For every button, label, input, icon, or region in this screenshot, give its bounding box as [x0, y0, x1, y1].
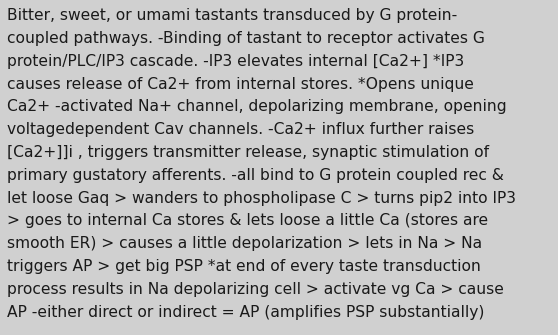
Text: protein/PLC/IP3 cascade. -IP3 elevates internal [Ca2+] *IP3: protein/PLC/IP3 cascade. -IP3 elevates i…	[7, 54, 464, 69]
Text: coupled pathways. -Binding of tastant to receptor activates G: coupled pathways. -Binding of tastant to…	[7, 31, 484, 46]
Text: Ca2+ -activated Na+ channel, depolarizing membrane, opening: Ca2+ -activated Na+ channel, depolarizin…	[7, 99, 506, 115]
Text: > goes to internal Ca stores & lets loose a little Ca (stores are: > goes to internal Ca stores & lets loos…	[7, 213, 488, 228]
Text: causes release of Ca2+ from internal stores. *Opens unique: causes release of Ca2+ from internal sto…	[7, 77, 474, 92]
Text: primary gustatory afferents. -all bind to G protein coupled rec &: primary gustatory afferents. -all bind t…	[7, 168, 503, 183]
Text: Bitter, sweet, or umami tastants transduced by G protein-: Bitter, sweet, or umami tastants transdu…	[7, 8, 457, 23]
Text: process results in Na depolarizing cell > activate vg Ca > cause: process results in Na depolarizing cell …	[7, 282, 503, 297]
Text: let loose Gaq > wanders to phospholipase C > turns pip2 into IP3: let loose Gaq > wanders to phospholipase…	[7, 191, 516, 206]
Text: smooth ER) > causes a little depolarization > lets in Na > Na: smooth ER) > causes a little depolarizat…	[7, 236, 482, 251]
Text: AP -either direct or indirect = AP (amplifies PSP substantially): AP -either direct or indirect = AP (ampl…	[7, 305, 484, 320]
Text: voltagedependent Cav channels. -Ca2+ influx further raises: voltagedependent Cav channels. -Ca2+ inf…	[7, 122, 474, 137]
Text: triggers AP > get big PSP *at end of every taste transduction: triggers AP > get big PSP *at end of eve…	[7, 259, 480, 274]
Text: [Ca2+]]i , triggers transmitter release, synaptic stimulation of: [Ca2+]]i , triggers transmitter release,…	[7, 145, 489, 160]
